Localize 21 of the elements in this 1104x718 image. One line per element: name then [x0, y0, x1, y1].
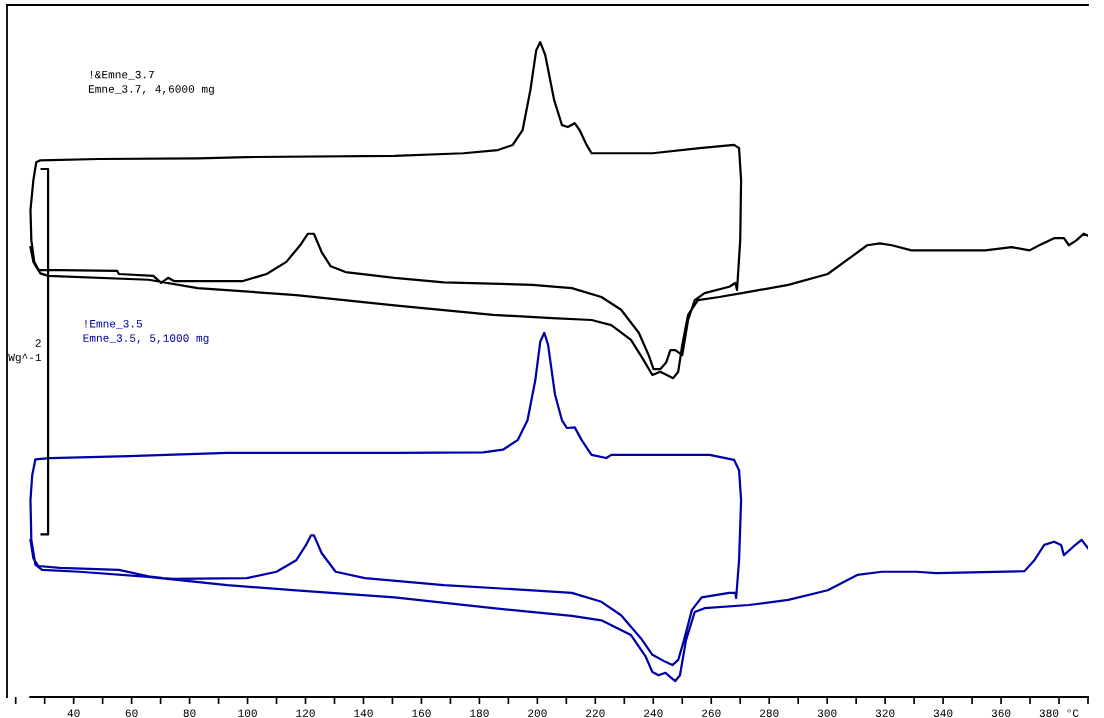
- x-tick-label: 280: [759, 709, 779, 717]
- x-tick-label: 80: [183, 709, 196, 717]
- text: !&Emne_3.7 Emne_3.7, 4,6000 mg: [88, 70, 214, 95]
- text: !Emne_3.5 Emne_3.5, 5,1000 mg: [83, 319, 209, 345]
- x-tick-label: 240: [644, 709, 663, 717]
- x-tick-label: 220: [586, 709, 605, 717]
- x-tick-label: 300: [817, 709, 837, 717]
- x-tick-label: 200: [528, 709, 547, 717]
- x-tick-label: 320: [875, 709, 895, 717]
- annotation: 2 Wg^-1: [8, 339, 42, 364]
- x-tick-label: 60: [125, 709, 138, 717]
- x-tick-label: 40: [67, 709, 80, 717]
- x-tick-label: 100: [238, 709, 257, 717]
- x-tick-label: 380 °C: [1039, 709, 1079, 717]
- x-tick-label: 360: [991, 709, 1011, 717]
- x-tick-label: 340: [933, 709, 953, 717]
- x-tick-label: 260: [702, 709, 721, 717]
- x-tick-label: 120: [296, 709, 315, 717]
- x-tick-label: 140: [354, 709, 373, 717]
- x-tick-label: 180: [470, 709, 489, 717]
- x-tick-label: 160: [412, 709, 431, 717]
